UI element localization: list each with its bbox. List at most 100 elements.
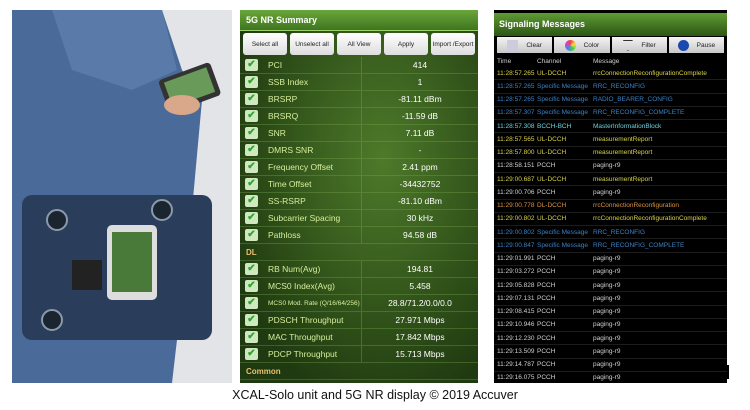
metric-label: PDSCH Throughput — [264, 312, 362, 328]
message-row[interactable]: 11:28:57.265 Specific Message RADIO_BEARER… — [494, 94, 727, 107]
caption: XCAL-Solo unit and 5G NR display © 2019 … — [232, 388, 518, 402]
checkbox[interactable]: ✔ — [245, 178, 258, 190]
msg-text: paging-r9 — [593, 188, 621, 196]
msg-text: paging-r9 — [593, 268, 621, 276]
checkbox[interactable]: ✔ — [245, 212, 258, 224]
message-row[interactable]: 11:28:57.308 BCCH-BCH MasterInformationBlo… — [494, 120, 727, 134]
message-row[interactable]: 11:29:08.415 PCCH paging-r9 — [494, 306, 727, 319]
message-row[interactable]: 11:28:57.565 UL-DCCH measurementReport — [494, 133, 727, 147]
message-row[interactable]: 11:29:00.802 UL-DCCH rrcConnectionReconfig… — [494, 213, 727, 226]
msg-channel: PCCH — [537, 308, 556, 316]
import-export-button[interactable]: Import /Export — [431, 33, 475, 55]
message-row[interactable]: 11:29:12.230 PCCH paging-r9 — [494, 332, 727, 346]
metric-label: RB Num(Avg) — [264, 261, 362, 277]
checkbox[interactable]: ✔ — [245, 110, 258, 122]
col-channel: Channel — [537, 58, 562, 65]
metric-value: 17.842 Mbps — [395, 332, 445, 342]
checkbox[interactable]: ✔ — [245, 314, 258, 326]
metric-row: ✔ RB Num(Avg) 194.81 — [240, 261, 478, 278]
message-row[interactable]: 11:29:00.802 Specific Message RRC_RECONFIG — [494, 226, 727, 240]
msg-channel: PCCH — [537, 361, 556, 369]
message-row[interactable]: 11:29:00.778 DL-DCCH rrcConnectionReconfig… — [494, 200, 727, 213]
message-row[interactable]: 11:28:57.265 Specific Message RRC_RECONFIG — [494, 80, 727, 94]
message-row[interactable]: 11:28:58.151 PCCH paging-r9 — [494, 160, 727, 173]
checkbox[interactable]: ✔ — [245, 93, 258, 105]
message-row[interactable]: 11:29:00.687 UL-DCCH measurementReport — [494, 173, 727, 187]
msg-channel: PCCH — [537, 334, 556, 342]
msg-channel: PCCH — [537, 321, 556, 329]
metric-row: ✔ SNR 7.11 dB — [240, 125, 478, 142]
msg-text: rrcConnectionReconfiguration — [593, 202, 679, 210]
apply-button[interactable]: Apply — [384, 33, 428, 55]
msg-channel: UL-DCCH — [537, 135, 567, 143]
pause-button[interactable]: Pause — [668, 37, 724, 53]
checkbox[interactable]: ✔ — [245, 280, 258, 292]
msg-time: 11:28:57.265 — [497, 82, 535, 90]
message-row[interactable]: 11:29:00.706 PCCH paging-r9 — [494, 186, 727, 200]
checkbox[interactable]: ✔ — [245, 263, 258, 275]
message-row[interactable]: 11:29:13.509 PCCH paging-r9 — [494, 345, 727, 359]
metric-row: ✔ PDCP Throughput 15.713 Mbps — [240, 346, 478, 363]
msg-text: paging-r9 — [593, 361, 621, 369]
checkbox[interactable]: ✔ — [245, 348, 258, 360]
metric-row: ✔ Time Offset -34432752 — [240, 176, 478, 193]
checkbox[interactable]: ✔ — [245, 229, 258, 241]
msg-text: RRC_RECONFIG_COMPLETE — [593, 109, 685, 117]
select-all-button[interactable]: Select all — [243, 33, 287, 55]
checkbox[interactable]: ✔ — [245, 195, 258, 207]
message-row[interactable]: 11:29:16.075 PCCH paging-r9 — [494, 372, 727, 383]
clear-button[interactable]: Clear — [497, 37, 553, 53]
message-row[interactable]: 11:28:57.265 UL-DCCH rrcConnectionReconfig… — [494, 67, 727, 81]
msg-time: 11:28:57.565 — [497, 135, 535, 143]
metric-value: -11.59 dB — [401, 111, 439, 121]
message-row[interactable]: 11:29:14.787 PCCH paging-r9 — [494, 359, 727, 372]
msg-time: 11:29:00.847 — [497, 241, 535, 249]
all-view-button[interactable]: All View — [337, 33, 381, 55]
msg-time: 11:28:57.308 — [497, 122, 535, 130]
metric-row: ✔ MAC Throughput 17.842 Mbps — [240, 329, 478, 346]
metric-row: ✔ PDSCH Throughput 27.971 Mbps — [240, 312, 478, 329]
message-row[interactable]: 11:28:57.307 Specific Message RRC_RECONFIG… — [494, 107, 727, 120]
msg-text: paging-r9 — [593, 321, 621, 329]
msg-text: RADIO_BEARER_CONFIG — [593, 96, 673, 104]
msg-channel: Specific Message — [537, 96, 588, 104]
checkbox[interactable]: ✔ — [245, 144, 258, 156]
message-row[interactable]: 11:29:10.946 PCCH paging-r9 — [494, 319, 727, 332]
checkbox[interactable]: ✔ — [245, 127, 258, 139]
metric-row: ✔ BRSRP -81.11 dBm — [240, 91, 478, 108]
message-row[interactable]: 11:29:07.131 PCCH paging-r9 — [494, 292, 727, 306]
metric-value: -81.10 dBm — [398, 196, 442, 206]
msg-channel: PCCH — [537, 188, 556, 196]
panel-title: Signaling Messages — [494, 13, 727, 36]
msg-text: measurementReport — [593, 149, 653, 157]
metric-row: ✔ SS-RSRP -81.10 dBm — [240, 193, 478, 210]
msg-channel: PCCH — [537, 162, 556, 170]
color-button[interactable]: Color — [554, 37, 610, 53]
checkbox[interactable]: ✔ — [245, 331, 258, 343]
checkbox[interactable]: ✔ — [245, 297, 258, 309]
filter-button[interactable]: Filter — [611, 37, 667, 53]
metric-row: ✔ Subcarrier Spacing 30 kHz — [240, 210, 478, 227]
message-row[interactable]: 11:29:05.828 PCCH paging-r9 — [494, 279, 727, 293]
metric-value: 30 kHz — [406, 213, 434, 223]
msg-channel: UL-DCCH — [537, 69, 567, 77]
msg-channel: BCCH-BCH — [537, 122, 572, 130]
column-headers: Time Channel Message — [494, 54, 727, 67]
metric-label: SNR — [264, 125, 362, 141]
msg-time: 11:29:14.787 — [497, 361, 535, 369]
metric-row: ✔ Frequency Offset 2.41 ppm — [240, 159, 478, 176]
metric-value: 194.81 — [407, 264, 433, 274]
message-row[interactable]: 11:29:03.272 PCCH paging-r9 — [494, 266, 727, 279]
checkbox[interactable]: ✔ — [245, 59, 258, 71]
msg-text: RRC_RECONFIG_COMPLETE — [593, 241, 685, 249]
unselect-all-button[interactable]: Unselect all — [290, 33, 334, 55]
message-row[interactable]: 11:29:01.991 PCCH paging-r9 — [494, 253, 727, 266]
message-list[interactable]: 11:28:57.265 UL-DCCH rrcConnectionReconfig… — [494, 67, 727, 383]
checkbox[interactable]: ✔ — [245, 161, 258, 173]
metric-value: -34432752 — [399, 179, 441, 189]
checkbox[interactable]: ✔ — [245, 76, 258, 88]
message-row[interactable]: 11:29:00.847 Specific Message RRC_RECONFIG… — [494, 239, 727, 253]
msg-time: 11:29:00.687 — [497, 175, 535, 183]
message-row[interactable]: 11:28:57.800 UL-DCCH measurementReport — [494, 147, 727, 160]
msg-channel: Specific Message — [537, 241, 588, 249]
